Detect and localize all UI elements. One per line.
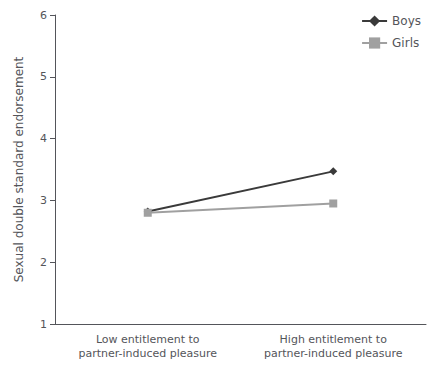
svg-text:6: 6 xyxy=(40,9,47,22)
svg-text:5: 5 xyxy=(40,70,47,83)
svg-text:Girls: Girls xyxy=(392,36,419,50)
svg-text:partner-induced pleasure: partner-induced pleasure xyxy=(78,347,217,360)
svg-text:1: 1 xyxy=(40,318,47,331)
svg-text:Sexual double standard endorse: Sexual double standard endorsement xyxy=(12,56,26,282)
svg-text:High entitlement to: High entitlement to xyxy=(280,333,388,346)
svg-text:Boys: Boys xyxy=(392,14,421,28)
svg-text:2: 2 xyxy=(40,256,47,269)
svg-text:3: 3 xyxy=(40,194,47,207)
svg-text:partner-induced pleasure: partner-induced pleasure xyxy=(264,347,403,360)
svg-text:4: 4 xyxy=(40,132,47,145)
svg-text:Low entitlement to: Low entitlement to xyxy=(96,333,200,346)
